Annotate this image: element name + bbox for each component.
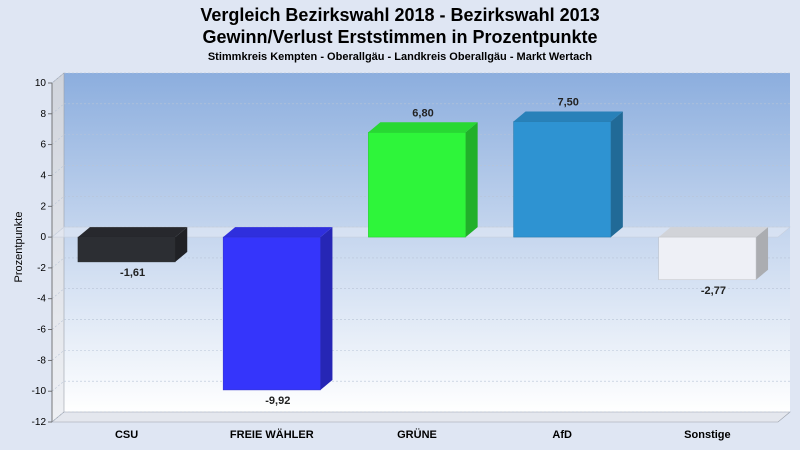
bar-top [513,111,623,122]
bar-freie-w-hler [222,227,333,391]
y-tick-label: -10 [32,386,47,397]
x-tick-label: CSU [115,429,138,441]
bar-front [77,236,176,263]
bar-sonstige [658,227,769,281]
gridline-side [51,103,65,115]
gridline-side [51,350,65,361]
y-tick-label: 4 [40,170,46,181]
bar-top [658,227,769,238]
gridline-side [51,134,65,145]
bar-side [320,227,333,390]
bar-side [756,227,769,280]
y-tick-label: 2 [40,201,46,212]
gridline-side [51,319,65,330]
bar-top [368,122,478,133]
gridline-side [51,257,65,269]
bar-top [77,227,188,238]
bar-afd [513,111,623,238]
bar-gr-ne [368,122,478,238]
x-tick-label: Sonstige [684,429,730,441]
data-label: -2,77 [701,285,726,297]
y-tick-label: 10 [35,78,47,89]
floor [51,411,791,423]
y-tick-label: -12 [32,417,47,428]
bar-side [465,122,478,238]
bar-side [610,111,623,238]
gridline-side [51,411,65,423]
y-tick-label: -6 [37,325,46,336]
y-axis-label: Prozentpunkte [13,212,25,283]
gridline-side [51,165,65,176]
gridline-side [51,380,65,392]
y-tick-label: -4 [37,294,46,305]
y-tick-label: 6 [40,140,46,151]
data-label: 6,80 [412,107,433,119]
y-tick-label: 0 [40,232,46,243]
y-tick-label: 8 [40,109,46,120]
chart-titles: Vergleich Bezirkswahl 2018 - Bezirkswahl… [0,0,800,65]
x-tick-label: GRÜNE [397,428,437,441]
gridline-side [51,196,65,207]
data-label: -1,61 [120,267,145,279]
y-tick-label: -2 [37,263,46,274]
bar-front [513,121,612,238]
y-tick-label: -8 [37,355,46,366]
chart-title-2: Gewinn/Verlust Erststimmen in Prozentpun… [202,27,598,47]
data-label: -9,92 [265,395,290,407]
chart-title: Vergleich Bezirkswahl 2018 - Bezirkswahl… [200,5,600,25]
left-wall [51,72,65,423]
bar-top [223,227,333,238]
x-tick-label: AfD [552,429,572,441]
x-tick-label: FREIE WÄHLER [230,428,314,441]
gridline-side [51,72,65,84]
bar-front [222,236,321,391]
data-label: 7,50 [557,97,578,109]
bar-side [175,227,188,262]
gridline-side [51,288,65,299]
bar-front [658,236,757,281]
bar-csu [77,227,188,263]
chart-subtitle: Stimmkreis Kempten - Oberallgäu - Landkr… [207,51,593,63]
bar-front [368,132,466,238]
